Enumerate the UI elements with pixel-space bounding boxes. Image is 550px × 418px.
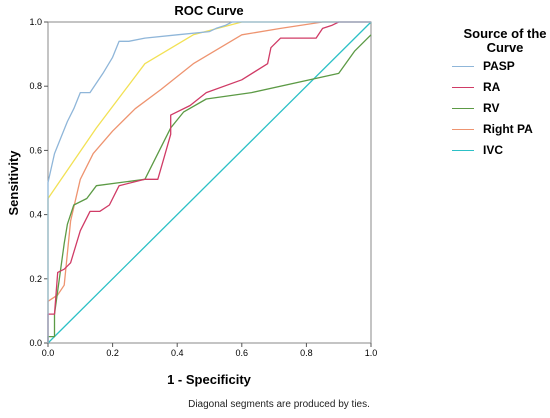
y-tick-label: 0.6 [29,145,42,155]
legend-title: Source of the Curve [463,26,547,55]
legend-swatch [452,128,474,130]
series-line-rv [47,34,372,343]
legend-swatch [452,107,474,109]
x-tick-label: 0.0 [42,348,55,358]
legend-item: RV [452,98,550,118]
y-tick-label: 0.2 [29,274,42,284]
chart-title: ROC Curve [174,3,243,18]
x-tick-label: 0.6 [236,348,249,358]
y-tick-label: 0.0 [29,338,42,348]
legend-swatch [452,86,474,88]
series-line-ivc [47,21,372,344]
x-tick-label: 1.0 [365,348,378,358]
x-tick-label: 0.2 [106,348,119,358]
legend-item: PASP [452,56,550,76]
x-axis-label: 1 - Specificity [167,372,252,387]
legend-swatch [452,149,474,151]
legend-swatch [452,65,474,67]
legend-item: RA [452,77,550,97]
legend-label: Right PA [483,122,533,136]
y-tick-label: 1.0 [29,17,42,27]
x-tick-label: 0.8 [300,348,313,358]
legend-label: IVC [483,143,504,157]
legend-label: RA [483,80,501,94]
series-line-pasp [47,21,371,343]
x-tick-label: 0.4 [171,348,184,358]
series-line-ra [47,21,371,343]
y-tick-label: 0.8 [29,81,42,91]
legend-item: IVC [452,140,550,160]
legend-label: RV [483,101,500,115]
series-lines [47,21,372,344]
y-tick-label: 0.4 [29,210,42,220]
footnote: Diagonal segments are produced by ties. [188,399,370,410]
legend-label: PASP [483,59,515,73]
series-line-right-pa [47,21,371,343]
y-axis-label: Sensitivity [6,150,21,216]
legend-item: Right PA [452,119,550,139]
